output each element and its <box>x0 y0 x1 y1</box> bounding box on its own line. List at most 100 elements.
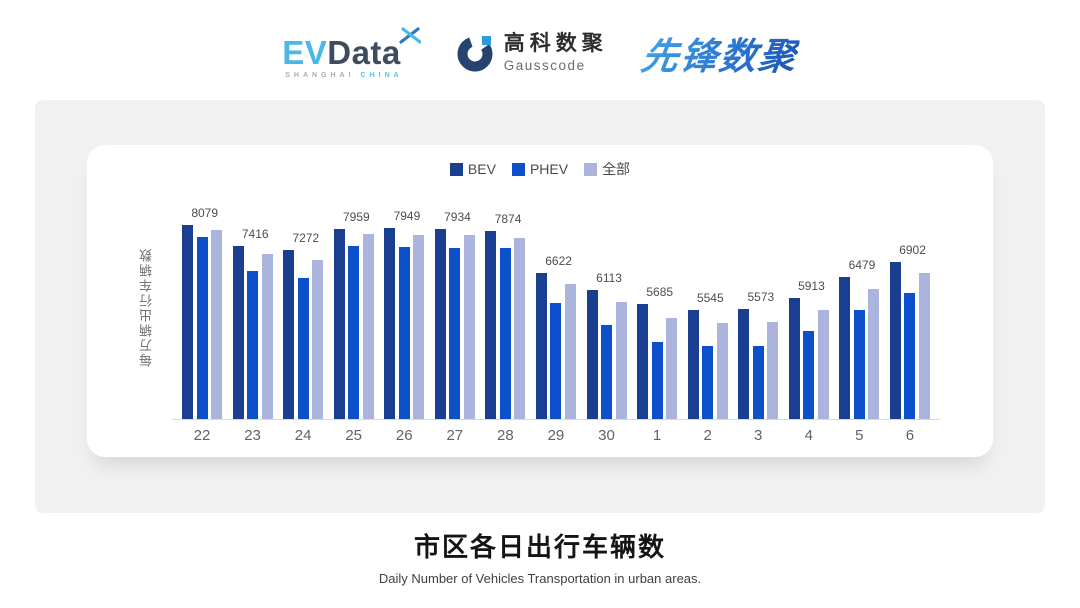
bar-value-label-30: 6113 <box>596 271 622 285</box>
x-tick-29: 29 <box>547 427 565 444</box>
bar-全部-1 <box>666 318 678 419</box>
bar-group-26: 7949 <box>384 195 425 419</box>
bar-PHEV-26 <box>398 247 410 419</box>
bar-BEV-25 <box>333 229 345 419</box>
bar-全部-28 <box>514 238 526 419</box>
bar-PHEV-5 <box>853 310 865 419</box>
bar-BEV-5 <box>839 277 851 419</box>
bar-全部-29 <box>564 284 576 419</box>
bar-全部-23 <box>261 254 273 419</box>
bar-value-label-29: 6622 <box>545 254 572 268</box>
bar-group-6: 6902 <box>889 195 930 419</box>
bar-value-label-3: 5573 <box>747 290 775 304</box>
evdata-shanghai-text: SHANGHAI <box>285 72 355 79</box>
bar-group-25: 7959 <box>333 195 374 419</box>
bar-group-22: 8079 <box>182 195 222 419</box>
legend-label-BEV: BEV <box>467 161 496 177</box>
x-tick-28: 28 <box>497 427 514 444</box>
bar-BEV-30 <box>586 290 598 419</box>
bar-PHEV-27 <box>449 248 461 419</box>
chart-caption: 市区各日出行车辆数 Daily Number of Vehicles Trans… <box>0 527 1080 586</box>
bar-group-3: 5573 <box>738 195 779 419</box>
x-tick-1: 1 <box>652 427 662 444</box>
bar-全部-30 <box>615 302 627 419</box>
legend-swatch-BEV <box>449 162 463 176</box>
gausscode-en-text: Gausscode <box>503 58 586 74</box>
x-tick-23: 23 <box>244 427 261 444</box>
evdata-x-icon <box>399 27 421 44</box>
legend-label-全部: 全部 <box>602 161 631 177</box>
bar-BEV-26 <box>384 228 396 419</box>
x-tick-4: 4 <box>804 427 813 444</box>
bar-PHEV-23 <box>247 271 259 419</box>
bar-PHEV-22 <box>196 237 208 419</box>
bar-group-28: 7874 <box>485 195 526 419</box>
bar-value-label-28: 7874 <box>494 212 522 226</box>
evdata-subtitle: SHANGHAI CHINA <box>282 72 421 79</box>
gausscode-logo: 高科数聚 Gausscode <box>455 32 608 74</box>
evdata-ev-text: EV <box>282 34 328 71</box>
bar-PHEV-2 <box>702 346 714 419</box>
bar-group-23: 7416 <box>232 195 273 419</box>
bar-PHEV-25 <box>348 246 360 419</box>
bar-PHEV-6 <box>904 293 916 419</box>
bar-全部-3 <box>767 322 779 419</box>
plot-area: 8079 7416 7272 7959 7949 7934 7874 6622 6113 5685… <box>172 195 940 420</box>
bar-BEV-24 <box>283 250 295 419</box>
legend-item-全部[interactable]: 全部 <box>584 159 630 179</box>
bar-BEV-6 <box>889 262 901 419</box>
bar-BEV-4 <box>788 298 800 419</box>
bar-value-label-2: 5545 <box>696 291 724 305</box>
chart-subtitle: Daily Number of Vehicles Transportation … <box>378 571 702 586</box>
bar-value-label-27: 7934 <box>444 210 471 224</box>
x-tick-30: 30 <box>598 427 615 444</box>
evdata-data-text: Data <box>327 34 401 71</box>
bar-value-label-6: 6902 <box>899 243 926 257</box>
bar-全部-2 <box>716 323 728 419</box>
legend-item-PHEV[interactable]: PHEV <box>511 161 569 177</box>
bar-BEV-22 <box>182 225 193 419</box>
bar-value-label-1: 5685 <box>646 285 674 299</box>
header-logos: EV Data SHANGHAI CHINA 高科数聚 Gausscode <box>0 18 1080 88</box>
bar-group-30: 6113 <box>586 195 627 419</box>
bar-BEV-2 <box>687 310 699 419</box>
x-tick-22: 22 <box>193 427 211 444</box>
bar-value-label-22: 8079 <box>191 206 219 220</box>
gausscode-cn-text: 高科数聚 <box>503 32 608 56</box>
bar-value-label-4: 5913 <box>798 279 825 293</box>
x-tick-26: 26 <box>395 427 413 444</box>
x-tick-24: 24 <box>294 427 312 444</box>
bar-value-label-23: 7416 <box>241 227 269 241</box>
legend-label-PHEV: PHEV <box>529 161 569 177</box>
x-tick-25: 25 <box>345 427 363 444</box>
bar-group-29: 6622 <box>535 195 576 419</box>
bar-BEV-27 <box>434 229 446 419</box>
bar-group-2: 5545 <box>687 195 728 419</box>
bar-全部-22 <box>211 230 222 419</box>
bar-全部-5 <box>868 289 880 419</box>
bar-全部-6 <box>918 273 930 419</box>
bar-value-label-26: 7949 <box>393 209 421 223</box>
bar-BEV-29 <box>535 273 547 419</box>
bar-全部-27 <box>463 235 475 419</box>
bar-PHEV-24 <box>297 278 309 419</box>
x-tick-6: 6 <box>905 427 915 444</box>
bar-group-24: 7272 <box>283 195 324 419</box>
bar-BEV-3 <box>738 309 750 419</box>
xianfeng-text: 先锋数聚 <box>638 36 801 77</box>
chart-title: 市区各日出行车辆数 <box>413 532 666 562</box>
bar-value-label-25: 7959 <box>343 210 370 224</box>
bar-group-4: 5913 <box>788 195 829 419</box>
gausscode-g-icon <box>457 36 493 72</box>
chart-legend: BEV PHEV 全部 <box>87 159 993 179</box>
x-tick-3: 3 <box>754 427 763 444</box>
bar-group-5: 6479 <box>839 195 880 419</box>
x-tick-5: 5 <box>855 427 864 444</box>
bar-PHEV-30 <box>601 325 612 419</box>
chart-card: BEV PHEV 全部 每万辆出行车辆数 8079 7416 7272 7959 7949 7… <box>87 145 993 457</box>
legend-item-BEV[interactable]: BEV <box>449 161 496 177</box>
bar-PHEV-3 <box>752 346 764 419</box>
bar-BEV-23 <box>232 246 244 419</box>
evdata-logo: EV Data SHANGHAI CHINA <box>282 27 421 79</box>
